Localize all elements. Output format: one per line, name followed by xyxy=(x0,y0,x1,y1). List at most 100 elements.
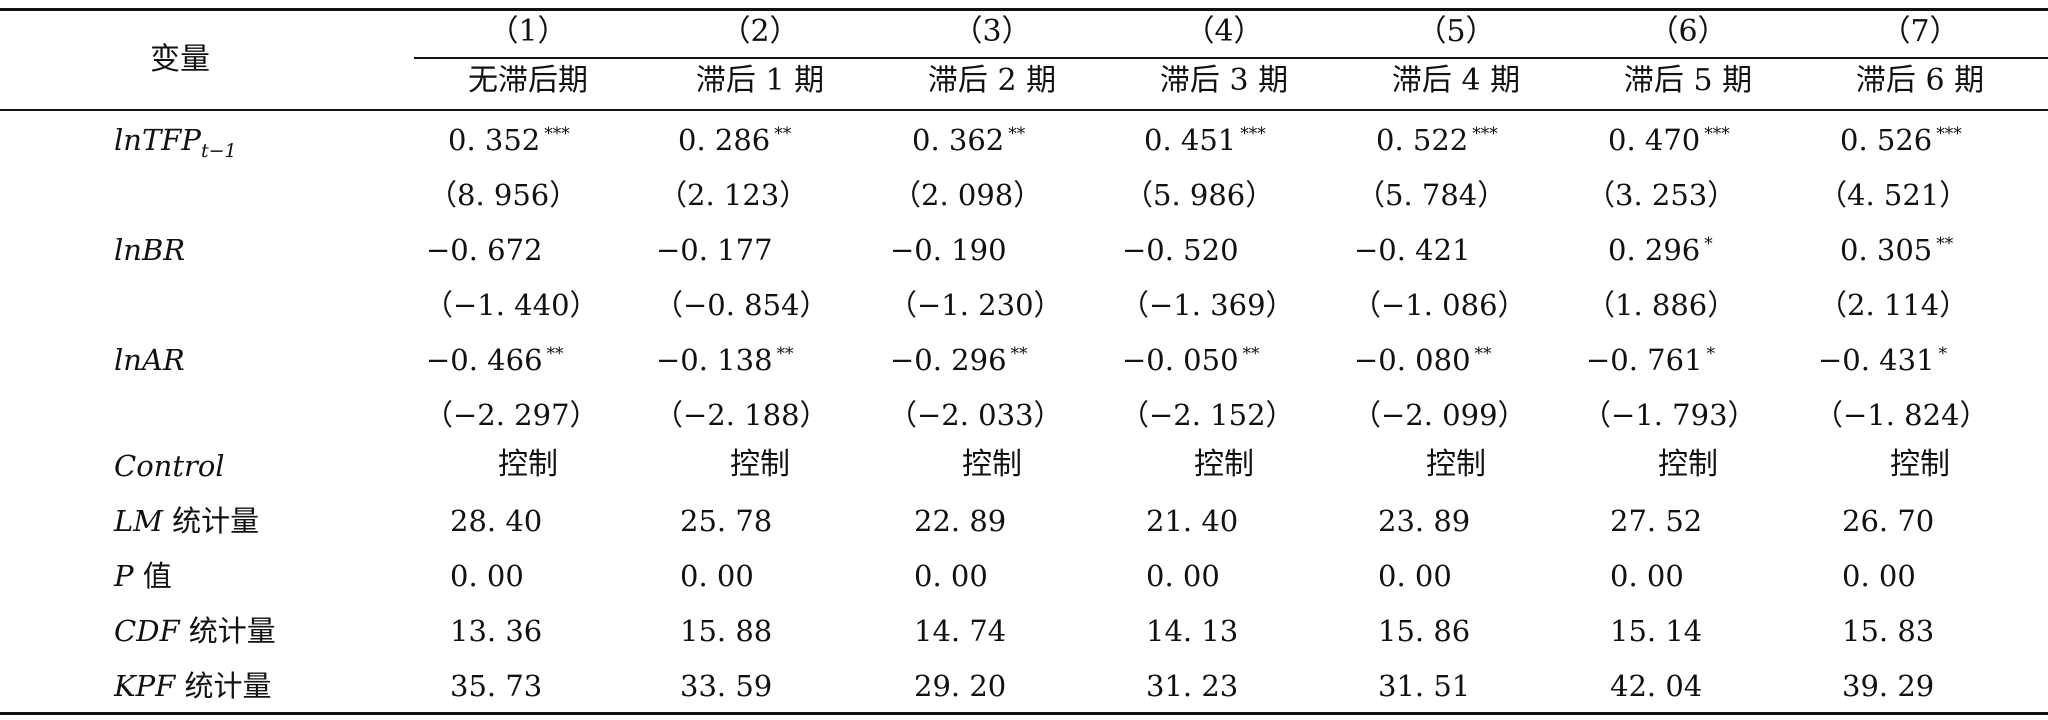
significance-stars: ** xyxy=(776,344,794,364)
coefficient-cell: 0. 362 ** xyxy=(912,126,1025,155)
coefficient-cell: −0. 466 ** xyxy=(426,346,564,375)
coefficient-value: 0. 286 xyxy=(678,123,771,157)
coefficient-cell: 0. 296 * xyxy=(1608,236,1713,265)
column-number: （3） xyxy=(952,14,1032,49)
t-statistic-cell: （−1. 824） xyxy=(1814,398,1989,432)
coefficient-value: −0. 431 xyxy=(1818,343,1935,377)
variable-name: lnAR xyxy=(114,343,185,377)
statistic-cell: 15. 88 xyxy=(680,614,773,648)
coefficient-cell: −0. 050 ** xyxy=(1122,346,1260,375)
statistic-cell: 25. 78 xyxy=(680,504,773,538)
variable-name: lnTFP xyxy=(114,123,201,157)
statistic-name: P xyxy=(114,559,134,593)
coefficient-value: 0. 296 xyxy=(1608,233,1701,267)
t-statistic-cell: （3. 253） xyxy=(1586,178,1737,212)
coefficient-value: 0. 451 xyxy=(1144,123,1237,157)
t-statistic-cell: （5. 784） xyxy=(1356,178,1507,212)
t-statistic-cell: （−1. 086） xyxy=(1352,288,1527,322)
coefficient-value: −0. 421 xyxy=(1354,233,1471,267)
coefficient-cell: −0. 190 xyxy=(890,236,1007,265)
t-statistic-cell: （−2. 188） xyxy=(654,398,829,432)
coefficient-cell: 0. 286 ** xyxy=(678,126,791,155)
t-statistic-cell: （−1. 440） xyxy=(424,288,599,322)
t-statistic-cell: （−2. 099） xyxy=(1352,398,1527,432)
coefficient-cell: 0. 352 *** xyxy=(448,126,570,155)
variable-label: lnTFPt−1 xyxy=(114,126,237,161)
control-label: Control xyxy=(114,449,225,483)
t-statistic-cell: （2. 098） xyxy=(892,178,1043,212)
statistic-label: P 值 xyxy=(114,562,172,591)
t-statistic-cell: （1. 886） xyxy=(1586,288,1737,322)
statistic-label: LM 统计量 xyxy=(114,507,259,536)
statistic-cell: 15. 83 xyxy=(1842,614,1935,648)
coefficient-cell: −0. 672 xyxy=(426,236,543,265)
statistic-cell: 29. 20 xyxy=(914,669,1007,703)
column-label: 滞后 2 期 xyxy=(927,63,1057,98)
control-cell: 控制 xyxy=(962,447,1022,482)
t-statistic-cell: （5. 986） xyxy=(1124,178,1275,212)
control-cell: 控制 xyxy=(1890,447,1950,482)
significance-stars: *** xyxy=(1240,124,1266,144)
statistic-cell: 13. 36 xyxy=(450,614,543,648)
top-rule xyxy=(0,8,2048,11)
coefficient-value: −0. 138 xyxy=(656,343,773,377)
statistic-cell: 0. 00 xyxy=(1146,559,1220,593)
statistic-cell: 26. 70 xyxy=(1842,504,1935,538)
t-statistic-cell: （−2. 297） xyxy=(424,398,599,432)
significance-stars: ** xyxy=(774,124,792,144)
t-statistic-cell: （2. 123） xyxy=(658,178,809,212)
statistic-cell: 39. 29 xyxy=(1842,669,1935,703)
coefficient-value: 0. 522 xyxy=(1376,123,1469,157)
variable-label: lnBR xyxy=(114,236,185,265)
column-number: （2） xyxy=(720,14,800,49)
column-label: 滞后 6 期 xyxy=(1855,63,1985,98)
statistic-cell: 42. 04 xyxy=(1610,669,1703,703)
statistic-cell: 0. 00 xyxy=(1842,559,1916,593)
coefficient-cell: −0. 296 ** xyxy=(890,346,1028,375)
column-label: 无滞后期 xyxy=(468,63,588,98)
statistic-suffix: 统计量 xyxy=(162,504,260,538)
column-number: （6） xyxy=(1648,14,1728,49)
coefficient-value: 0. 470 xyxy=(1608,123,1701,157)
statistic-cell: 28. 40 xyxy=(450,504,543,538)
column-label: 滞后 1 期 xyxy=(695,63,825,98)
significance-stars: *** xyxy=(544,124,570,144)
statistic-cell: 15. 86 xyxy=(1378,614,1471,648)
coefficient-cell: −0. 431 * xyxy=(1818,346,1947,375)
coefficient-value: −0. 520 xyxy=(1122,233,1239,267)
variable-label: lnAR xyxy=(114,346,185,375)
significance-stars: ** xyxy=(1474,344,1492,364)
statistic-suffix: 统计量 xyxy=(179,614,276,648)
coefficient-value: 0. 305 xyxy=(1840,233,1933,267)
coefficient-value: −0. 177 xyxy=(656,233,773,267)
significance-stars: * xyxy=(1704,234,1713,254)
t-statistic-cell: （−0. 854） xyxy=(654,288,829,322)
statistic-name: CDF xyxy=(114,614,180,648)
t-statistic-cell: （8. 956） xyxy=(428,178,579,212)
statistic-name: KPF xyxy=(114,669,176,703)
t-statistic-cell: （2. 114） xyxy=(1818,288,1969,322)
bottom-rule xyxy=(0,712,2048,715)
control-cell: 控制 xyxy=(1426,447,1486,482)
column-label: 滞后 5 期 xyxy=(1623,63,1753,98)
statistic-cell: 14. 74 xyxy=(914,614,1007,648)
t-statistic-cell: （−1. 369） xyxy=(1120,288,1295,322)
coefficient-value: −0. 761 xyxy=(1586,343,1703,377)
column-number: （5） xyxy=(1416,14,1496,49)
t-statistic-cell: （−2. 152） xyxy=(1120,398,1295,432)
statistic-cell: 31. 51 xyxy=(1378,669,1471,703)
statistic-cell: 0. 00 xyxy=(680,559,754,593)
significance-stars: ** xyxy=(1010,344,1028,364)
t-statistic-cell: （4. 521） xyxy=(1818,178,1969,212)
statistic-cell: 23. 89 xyxy=(1378,504,1471,538)
statistic-cell: 33. 59 xyxy=(680,669,773,703)
coefficient-cell: −0. 520 xyxy=(1122,236,1239,265)
significance-stars: ** xyxy=(1242,344,1260,364)
significance-stars: *** xyxy=(1472,124,1498,144)
t-statistic-cell: （−2. 033） xyxy=(888,398,1063,432)
coefficient-cell: −0. 080 ** xyxy=(1354,346,1492,375)
coefficient-cell: 0. 522 *** xyxy=(1376,126,1498,155)
column-label: 滞后 4 期 xyxy=(1391,63,1521,98)
variable-subscript: t−1 xyxy=(200,140,237,162)
statistic-label: CDF 统计量 xyxy=(114,617,276,646)
